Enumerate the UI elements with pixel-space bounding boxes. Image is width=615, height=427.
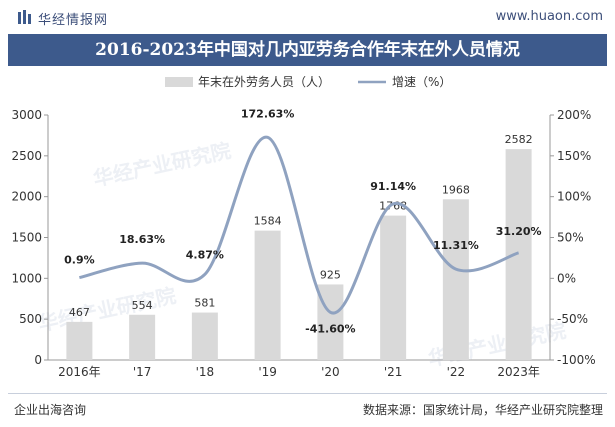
x-tick-label: '21 [384,365,403,379]
bar-value-label: 581 [194,297,215,310]
bar [442,199,469,360]
growth-value-label: 4.87% [186,248,224,261]
watermark-text-1: 华经产业研究院 [36,283,178,336]
growth-line [79,135,520,315]
y-left-tick-label: 1500 [11,231,42,245]
y-right-tick-label: -50% [557,312,588,326]
y-right-tick-label: 0% [557,271,576,285]
bar-value-label: 1968 [442,183,470,196]
y-right-tick-label: 200% [557,108,591,122]
bar [380,215,407,360]
bar [505,149,532,360]
bar-value-label: 1584 [254,215,282,228]
growth-value-label: 31.20% [496,225,542,238]
bar-value-label: 925 [320,268,341,281]
growth-value-label: 11.31% [433,239,479,252]
x-tick-label: '17 [133,365,152,379]
growth-value-label: 0.9% [64,254,95,267]
y-left-tick-label: 3000 [11,108,42,122]
watermark-text-0: 华经产业研究院 [91,138,233,191]
chart-title: 2016-2023年中国对几内亚劳务合作年末在外人员情况 [8,34,607,66]
x-tick-label: '20 [321,365,340,379]
growth-value-label: 18.63% [119,233,165,246]
bar [254,230,281,360]
bar-value-label: 467 [69,306,90,319]
logo-icon [18,10,31,24]
y-left-tick-label: 2500 [11,149,42,163]
top-bar: 华经情报网 www.huaon.com [0,0,615,34]
y-left-tick-label: 0 [34,353,42,367]
x-tick-label: '19 [258,365,277,379]
x-tick-label: 2023年 [497,365,540,379]
y-right-tick-label: 50% [557,231,584,245]
legend-bar-label: 年末在外劳务人员（人） [198,74,330,89]
legend-bar-swatch [165,77,193,87]
growth-value-label: 91.14% [370,180,416,193]
brand-name: 华经情报网 [38,13,109,28]
bar-value-label: 2582 [505,133,533,146]
footer-left: 企业出海咨询 [14,403,87,417]
y-left-tick-label: 2000 [11,190,42,204]
legend-line-label: 增速（%） [392,75,451,89]
footer-divider [8,393,607,394]
growth-value-label: -41.60% [305,322,355,335]
x-tick-label: '18 [196,365,215,379]
site-url[interactable]: www.huaon.com [495,9,603,24]
x-tick-label: '22 [447,365,466,379]
bar-value-label: 554 [132,299,153,312]
y-left-tick-label: 1000 [11,271,42,285]
y-right-tick-label: 100% [557,190,591,204]
x-tick-label: 2016年 [58,365,101,379]
y-left-tick-label: 500 [19,312,42,326]
bar [129,314,156,360]
y-right-tick-label: -100% [557,353,596,367]
bar [191,312,218,360]
y-right-tick-label: 150% [557,149,591,163]
growth-value-label: 172.63% [241,107,294,120]
bar [66,321,93,360]
footer-source: 数据来源：国家统计局，华经产业研究院整理 [362,403,603,417]
